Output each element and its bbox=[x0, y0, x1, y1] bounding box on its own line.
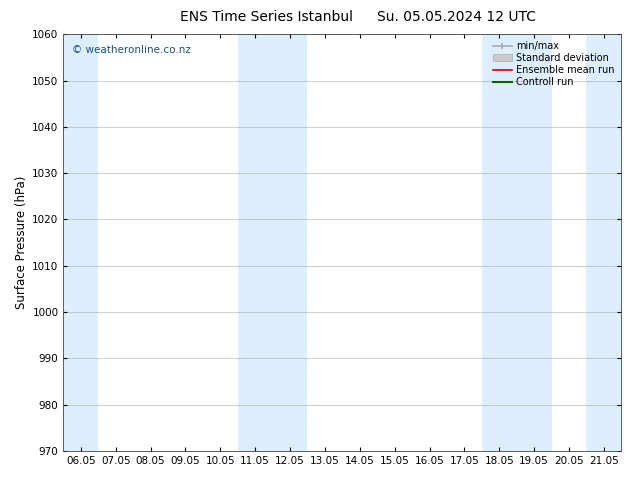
Text: ENS Time Series Istanbul: ENS Time Series Istanbul bbox=[180, 10, 353, 24]
Legend: min/max, Standard deviation, Ensemble mean run, Controll run: min/max, Standard deviation, Ensemble me… bbox=[491, 39, 616, 89]
Bar bbox=[482, 34, 517, 451]
Bar bbox=[517, 34, 552, 451]
Text: Su. 05.05.2024 12 UTC: Su. 05.05.2024 12 UTC bbox=[377, 10, 536, 24]
Bar bbox=[238, 34, 273, 451]
Bar bbox=[586, 34, 621, 451]
Y-axis label: Surface Pressure (hPa): Surface Pressure (hPa) bbox=[15, 176, 28, 309]
Bar bbox=[63, 34, 98, 451]
Bar bbox=[273, 34, 307, 451]
Text: © weatheronline.co.nz: © weatheronline.co.nz bbox=[72, 45, 191, 55]
